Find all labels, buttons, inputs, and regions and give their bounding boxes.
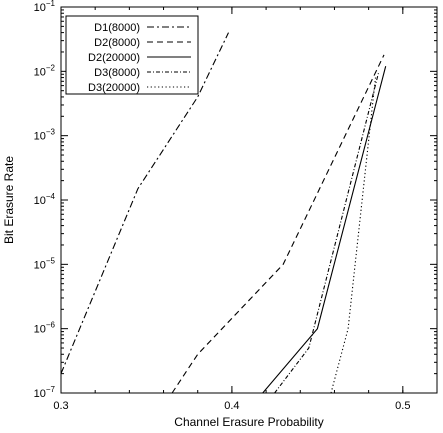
- series-line-4: [274, 71, 380, 394]
- y-tick-label: 10−6: [34, 321, 56, 336]
- y-tick-label: 10−2: [34, 63, 56, 78]
- y-tick-label: 10−7: [34, 385, 56, 400]
- series-lines: [60, 32, 387, 394]
- y-tick-label: 10−5: [34, 256, 56, 271]
- y-tick-label: 10−4: [34, 192, 56, 207]
- legend-label: D2(20000): [88, 52, 140, 64]
- legend-entries: D1(8000) D2(8000) D2(20000) D3(8000) D3(2000…: [88, 22, 191, 94]
- legend-label: D2(8000): [94, 37, 140, 49]
- series-line-1: [60, 32, 229, 374]
- x-tick-label: 0.3: [53, 400, 68, 412]
- series-line-2: [171, 54, 385, 394]
- y-tick-label: 10−1: [34, 0, 56, 14]
- x-tick-label: 0.4: [224, 400, 239, 412]
- series-line-3: [262, 66, 387, 394]
- ticks: 10−7 10−6 10−5 10−4 10−3 10−2 10−1 0.3 0.4 0.5: [34, 0, 438, 412]
- x-axis-label: Channel Erasure Probability: [174, 415, 323, 429]
- legend: D1(8000) D2(8000) D2(20000) D3(8000) D3(2000…: [65, 15, 199, 95]
- y-axis-label: Bit Erasure Rate: [2, 156, 16, 244]
- x-tick-label: 0.5: [395, 400, 410, 412]
- legend-label: D3(20000): [88, 82, 140, 94]
- legend-label: D3(8000): [94, 67, 140, 79]
- y-tick-label: 10−3: [34, 128, 56, 143]
- legend-label: D1(8000): [94, 22, 140, 34]
- legend-box: [65, 15, 199, 95]
